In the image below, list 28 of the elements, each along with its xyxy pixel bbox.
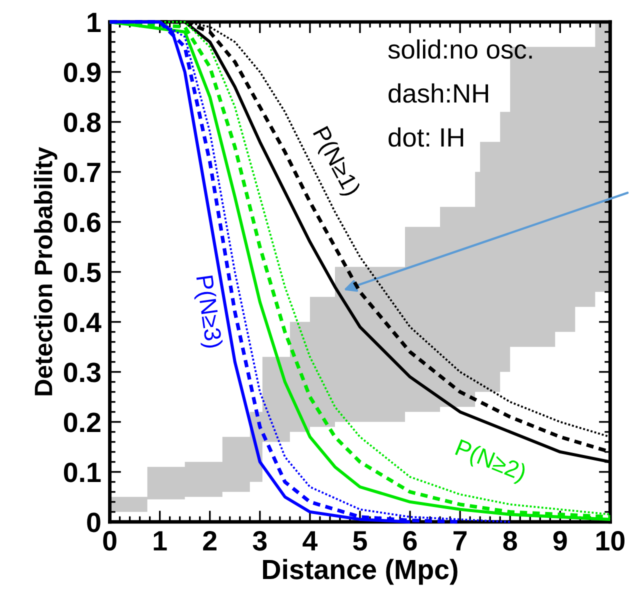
annotation: solid:no osc.: [388, 39, 532, 59]
x-tick-label: 0: [103, 530, 116, 551]
y-tick-label: 0.5: [64, 262, 101, 282]
x-tick-label: 3: [252, 530, 267, 551]
annotation: P(N≥3): [192, 275, 224, 349]
y-tick-label: 0.3: [64, 362, 100, 382]
y-tick-label: 0: [87, 512, 100, 532]
y-tick-label: 1: [88, 12, 101, 32]
y-tick-label: 0.7: [64, 162, 100, 182]
y-tick-label: 0.9: [64, 62, 100, 82]
annotation: dot: IH: [388, 127, 464, 147]
annotation: dash:NH: [388, 83, 488, 103]
y-tick-label: 0.8: [64, 112, 101, 132]
x-axis-title: Distance (Mpc): [263, 558, 458, 585]
x-tick-label: 9: [553, 530, 567, 551]
x-tick-label: 6: [403, 530, 417, 551]
y-tick-label: 0.4: [64, 312, 102, 332]
y-tick-label: 0.2: [64, 412, 100, 432]
x-tick-label: 5: [353, 531, 367, 551]
x-tick-label: 10: [596, 530, 624, 551]
x-tick-label: 1: [154, 531, 167, 550]
y-axis-title: Detection Probability: [34, 147, 58, 396]
y-tick-label: 0.6: [64, 212, 100, 232]
y-tick-label: 0.1: [64, 462, 101, 482]
x-tick-label: 2: [203, 530, 216, 550]
x-tick-label: 8: [503, 530, 517, 551]
x-tick-label: 4: [302, 531, 318, 550]
x-tick-label: 7: [454, 531, 467, 550]
